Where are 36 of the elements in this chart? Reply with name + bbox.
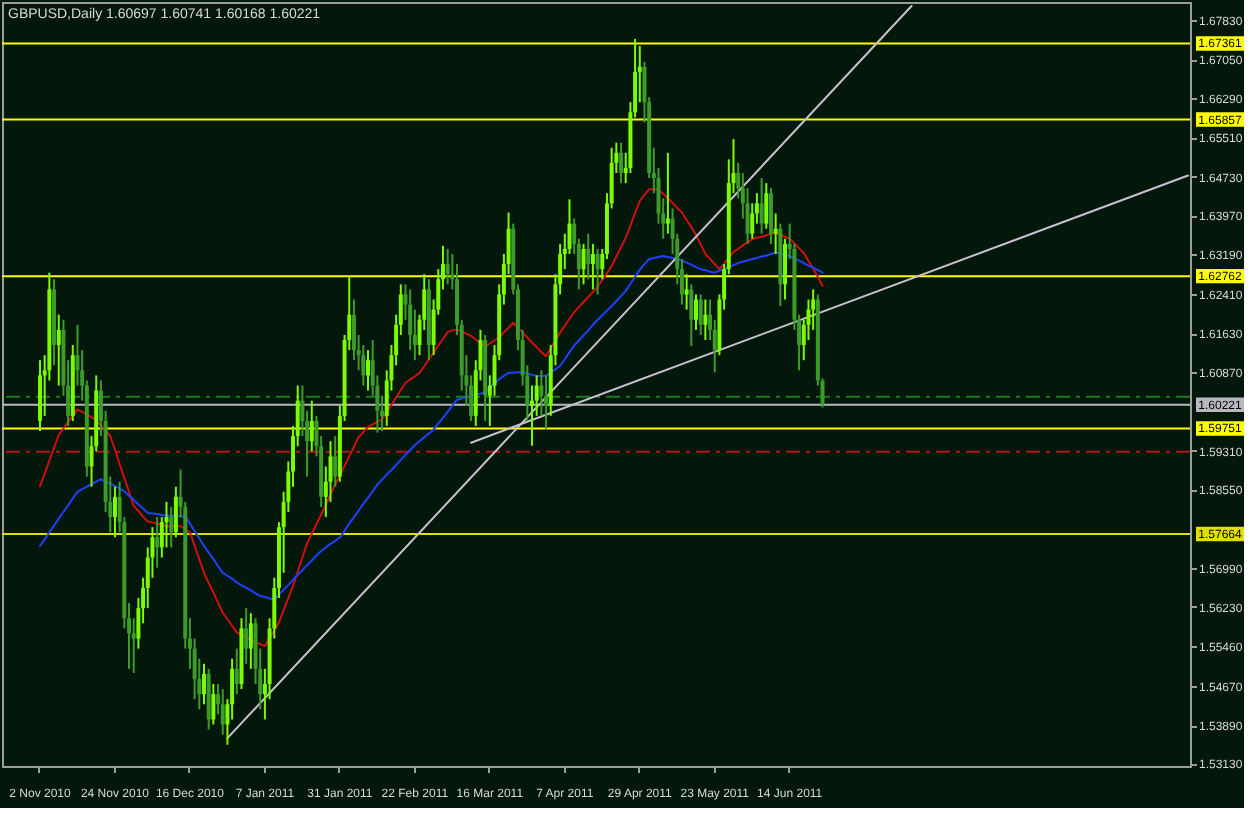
candlestick [590,242,595,291]
candlestick [581,242,586,286]
candlestick [309,399,314,453]
candlestick [694,293,698,331]
candlestick [764,182,769,230]
candlestick [773,212,778,255]
candlestick [586,232,591,281]
candlestick [248,612,253,670]
candlestick [333,435,338,488]
candlestick [768,187,773,245]
candlestick [206,667,211,731]
candlestick [56,313,61,387]
candlestick [783,237,788,301]
candlestick [544,374,549,431]
candlestick [408,288,413,352]
candlestick [595,247,600,296]
candlestick [173,485,178,539]
candlestick [244,607,249,665]
candlestick [366,349,370,392]
candlestick [234,647,239,696]
candlestick [112,485,117,539]
candlestick [703,298,708,341]
candlestick [684,273,689,311]
candlestick [351,298,356,362]
candlestick [155,516,160,569]
candlestick [220,688,225,736]
candlestick [698,293,703,336]
candlestick [38,359,42,433]
candlestick [665,151,670,235]
candlestick [202,662,206,706]
candlestick [759,177,764,235]
candlestick [445,247,450,286]
candlestick [619,141,624,185]
candlestick [689,283,694,348]
candlestick [169,505,174,549]
candlestick [211,683,216,726]
